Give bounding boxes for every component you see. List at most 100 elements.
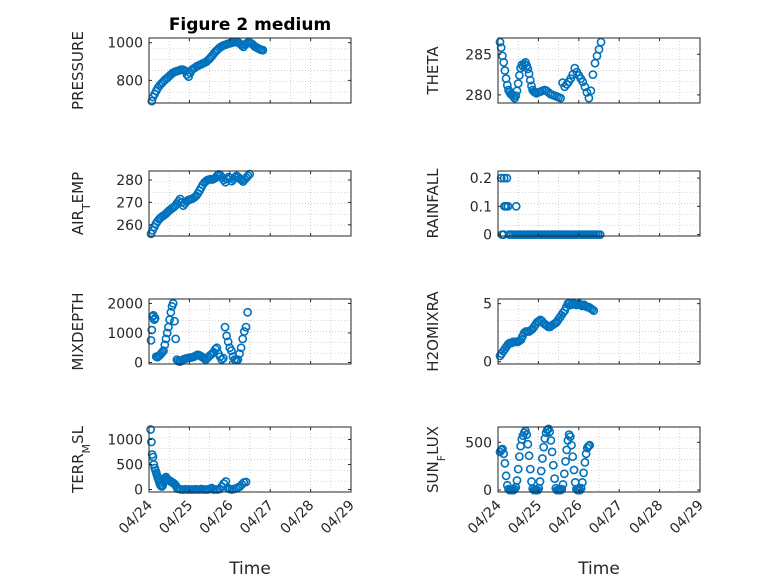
y-tick-label: 500 <box>465 435 492 451</box>
data-point <box>524 451 534 461</box>
data-point <box>499 449 509 459</box>
data-point <box>226 346 236 356</box>
data-point <box>236 343 246 353</box>
y-tick-label: 2000 <box>107 296 143 312</box>
data-point <box>538 454 547 463</box>
data-point <box>522 430 532 439</box>
axes-box-terr_msl <box>148 426 352 493</box>
axes-box-theta <box>497 37 701 104</box>
data-point <box>170 316 179 326</box>
data-point <box>589 306 599 315</box>
y-tick-label: 0 <box>483 355 492 371</box>
data-point <box>569 465 579 475</box>
data-point <box>158 481 168 490</box>
data-point <box>556 93 565 103</box>
y-axis-label-subscript: M <box>80 444 93 454</box>
data-point <box>512 476 522 485</box>
axes-box-air_temp <box>148 170 352 237</box>
data-point <box>146 437 156 447</box>
data-point <box>497 444 507 454</box>
y-tick-label: 1000 <box>107 433 143 449</box>
data-point <box>550 474 559 483</box>
data-point <box>500 458 510 468</box>
y-axis-label: H2OMIXRA <box>424 291 442 372</box>
data-point <box>579 468 588 478</box>
subplot-air_temp: 260 270 280 AIRTEMP <box>69 169 352 239</box>
y-tick-label: 0 <box>483 483 492 499</box>
data-point <box>523 439 533 449</box>
data-point <box>171 334 181 344</box>
data-point <box>235 349 244 359</box>
y-axis-label-subscript: T <box>80 203 93 211</box>
data-point <box>212 343 222 353</box>
data-point <box>146 335 156 345</box>
y-tick-label: 1000 <box>107 326 143 342</box>
series-sun_flux <box>495 424 595 495</box>
data-point <box>502 173 512 183</box>
y-axis-label-part: AIR <box>69 210 87 235</box>
y-axis-label-part: MIXDEPTH <box>69 292 87 370</box>
axes-box-pressure <box>148 37 352 104</box>
data-point <box>147 325 157 335</box>
data-point <box>220 322 230 332</box>
y-axis-label-part: LUX <box>424 426 442 455</box>
y-axis-label-part: PRESSURE <box>69 31 87 110</box>
y-axis-label-part: SUN <box>424 461 442 493</box>
data-point <box>162 328 172 338</box>
data-point <box>585 440 595 450</box>
data-point <box>243 171 253 181</box>
data-point <box>160 340 170 350</box>
y-axis-label: RAINFALL <box>424 168 442 239</box>
y-axis-label: TERRMSL <box>69 425 93 494</box>
y-axis-label-part: SL <box>69 425 87 444</box>
data-point <box>241 322 251 332</box>
data-point <box>559 469 569 479</box>
y-axis-label-part: TERR <box>69 453 87 494</box>
subplot-theta: 280 285 THETA <box>424 37 701 104</box>
y-tick-label: 1000 <box>107 36 143 52</box>
data-point <box>150 313 160 323</box>
y-tick-label: 0 <box>483 228 492 244</box>
data-point <box>258 45 268 55</box>
axes-box-sun_flux <box>497 426 701 493</box>
data-point <box>166 307 176 317</box>
data-point <box>157 347 167 357</box>
y-axis-label: AIRTEMP <box>69 172 93 235</box>
grid-rainfall <box>498 171 700 236</box>
data-point <box>586 86 596 96</box>
series-rainfall <box>496 173 605 239</box>
data-point <box>542 425 552 435</box>
data-point <box>161 334 171 344</box>
figure-title: Figure 2 medium <box>169 15 331 35</box>
data-point <box>233 355 243 364</box>
data-point <box>561 456 570 466</box>
axes-box-h2omixra <box>497 298 701 365</box>
series-terr_msl <box>146 425 251 494</box>
data-point <box>578 477 587 487</box>
data-point <box>159 346 168 356</box>
data-point <box>548 460 558 470</box>
x-axis-label: Time <box>577 559 620 579</box>
data-point <box>147 96 157 106</box>
y-axis-label-part: EMP <box>69 172 87 203</box>
data-point <box>547 447 557 457</box>
data-point <box>534 316 544 326</box>
subplot-h2omixra: 0 5 H2OMIXRA <box>424 291 701 372</box>
grid-air_temp <box>149 171 351 236</box>
series-pressure <box>147 37 268 106</box>
data-point <box>513 79 523 88</box>
data-point <box>567 440 576 450</box>
data-point <box>500 66 510 75</box>
y-tick-label: 280 <box>116 173 143 189</box>
grid-sun_flux <box>498 427 700 492</box>
data-point <box>562 445 572 455</box>
data-point <box>545 427 555 437</box>
data-point <box>511 201 521 211</box>
x-axis-label: Time <box>228 559 271 579</box>
series-theta <box>495 37 606 103</box>
y-tick-label: 0 <box>134 483 143 499</box>
data-point <box>580 82 590 92</box>
data-point <box>217 355 227 364</box>
